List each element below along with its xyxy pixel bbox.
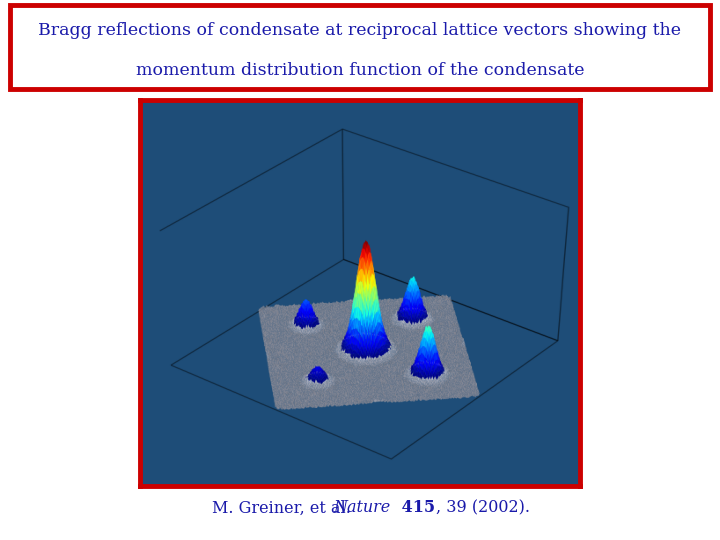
- Text: momentum distribution function of the condensate: momentum distribution function of the co…: [136, 62, 584, 79]
- Text: M. Greiner, et al.: M. Greiner, et al.: [212, 500, 359, 516]
- FancyBboxPatch shape: [10, 5, 710, 89]
- Text: Nature: Nature: [333, 500, 391, 516]
- Text: Bragg reflections of condensate at reciprocal lattice vectors showing the: Bragg reflections of condensate at recip…: [38, 22, 682, 39]
- Text: , 39 (2002).: , 39 (2002).: [436, 500, 530, 516]
- Text: 415: 415: [396, 500, 435, 516]
